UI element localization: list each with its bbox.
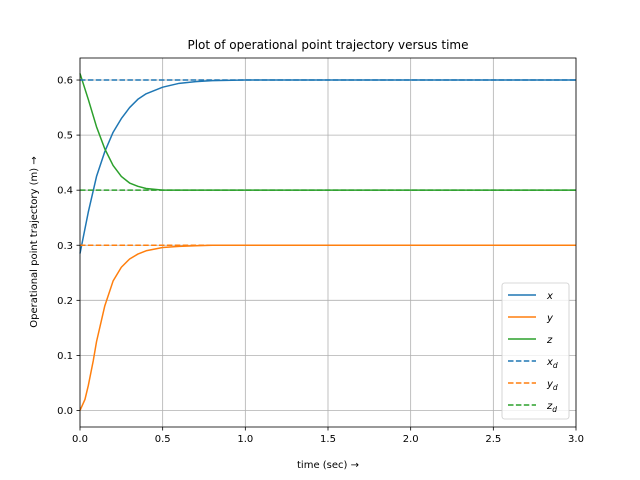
axis-ticks: 0.0 0.5 1.0 1.5 2.0 2.5 3.0 0.0 0.1 0.2 0.3 0.4 0.5 0… (57, 76, 584, 445)
x-tick-label: 1.5 (320, 434, 336, 445)
y-tick-label: 0.2 (57, 296, 73, 307)
y-tick-label: 0.4 (57, 186, 73, 197)
legend-label: xd (546, 357, 558, 370)
legend-label: x (546, 291, 553, 302)
x-tick-label: 1.0 (237, 434, 253, 445)
y-axis-label: Operational point trajectory (m) → (29, 156, 40, 327)
x-tick-label: 2.5 (485, 434, 501, 445)
legend-box (501, 282, 570, 420)
legend: xyz xd yd zd (501, 282, 570, 420)
x-tick-label: 2.0 (403, 434, 419, 445)
x-tick-label: 0.5 (155, 434, 171, 445)
legend-label: zd (546, 401, 557, 414)
legend-label: yd (546, 379, 558, 392)
y-tick-label: 0.5 (57, 131, 73, 142)
legend-label: y (546, 313, 554, 324)
y-tick-label: 0.1 (57, 351, 73, 362)
chart-title: Plot of operational point trajectory ver… (187, 38, 468, 52)
y-tick-label: 0.3 (57, 241, 73, 252)
x-tick-label: 0.0 (72, 434, 88, 445)
x-axis-label: time (sec) → (297, 460, 359, 471)
y-tick-label: 0.0 (57, 406, 73, 417)
plot-lines (79, 73, 576, 411)
y-tick-label: 0.6 (57, 76, 73, 87)
x-tick-label: 3.0 (568, 434, 584, 445)
legend-label: z (546, 335, 553, 346)
